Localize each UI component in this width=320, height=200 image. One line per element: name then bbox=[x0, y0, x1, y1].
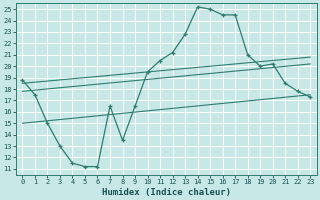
X-axis label: Humidex (Indice chaleur): Humidex (Indice chaleur) bbox=[102, 188, 231, 197]
